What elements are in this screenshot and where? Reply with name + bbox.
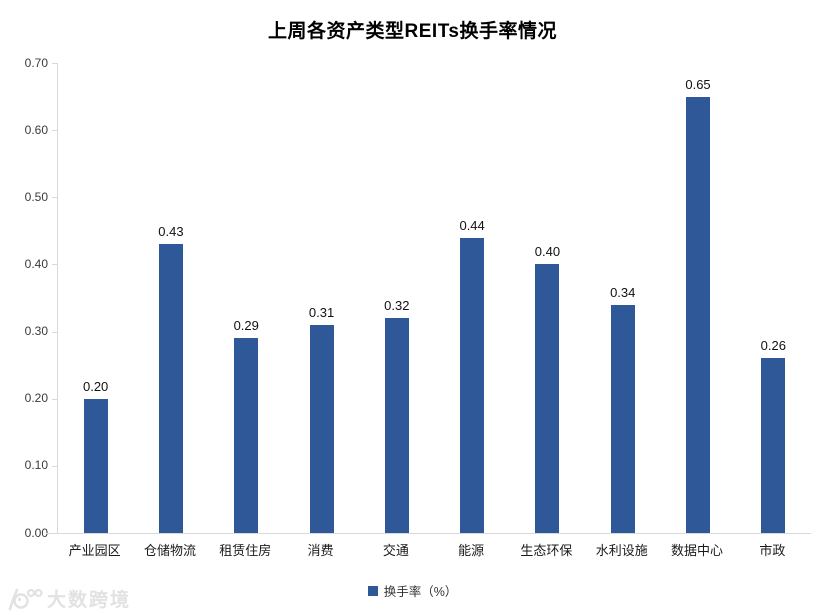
- bar-value-label: 0.26: [760, 338, 786, 354]
- y-axis-tick-label: 0.40: [24, 256, 48, 271]
- bar-value-label: 0.32: [384, 298, 410, 314]
- x-axis-label: 租赁住房: [219, 543, 272, 558]
- x-axis-label: 仓储物流: [143, 543, 196, 558]
- y-axis-tick: [52, 331, 57, 333]
- bar: [234, 338, 259, 533]
- bar-value-label: 0.65: [685, 76, 711, 92]
- watermark-text: 大数跨境: [47, 590, 132, 611]
- x-axis-label: 市政: [759, 543, 786, 558]
- y-axis-tick-label: 0.10: [24, 458, 48, 473]
- bar-slot: 0.65: [660, 63, 735, 533]
- bar-slot: 0.20: [58, 63, 133, 533]
- x-axis: 产业园区 仓储物流 租赁住房 消费 交通 能源 生态环保 水利设施 数据中心 市政: [57, 540, 810, 559]
- bar-slot: 0.43: [133, 63, 208, 533]
- bar-value-label: 0.44: [459, 217, 485, 233]
- bar-value-label: 0.20: [82, 378, 109, 394]
- x-axis-label: 水利设施: [595, 543, 648, 558]
- y-axis-tick-label: 0.50: [24, 189, 48, 204]
- bar-slot: 0.34: [585, 63, 660, 533]
- x-axis-label: 交通: [382, 543, 409, 558]
- y-axis-tick: [52, 465, 57, 467]
- x-axis-label: 数据中心: [671, 543, 724, 558]
- bar-value-label: 0.40: [534, 244, 561, 260]
- watermark-logo-icon: [8, 588, 43, 610]
- bar-slot: 0.26: [736, 63, 811, 533]
- bar-slot: 0.40: [510, 63, 585, 533]
- bar: [610, 304, 635, 533]
- x-axis-label: 消费: [307, 543, 334, 558]
- legend: 换手率（%）: [0, 581, 825, 600]
- y-axis-tick: [52, 63, 57, 64]
- bar-slot: 0.44: [434, 63, 509, 533]
- y-axis-tick-label: 0.70: [24, 55, 48, 70]
- y-axis-tick: [52, 197, 57, 199]
- bar: [309, 324, 334, 533]
- bar-value-label: 0.31: [308, 304, 335, 320]
- y-axis-tick-label: 0.30: [24, 324, 48, 339]
- plot-area: 0.20 0.43 0.29 0.31 0.32 0.44 0.40 0.34 0.65 0.26: [57, 63, 811, 534]
- y-axis-tick-label: 0.60: [24, 122, 48, 137]
- bar-slot: 0.31: [284, 63, 359, 533]
- bar: [761, 358, 786, 533]
- bar: [460, 237, 485, 533]
- bar-slot: 0.32: [359, 63, 434, 533]
- bar: [158, 244, 183, 533]
- y-axis-tick: [52, 398, 57, 400]
- bar-value-label: 0.43: [158, 224, 184, 240]
- x-axis-label: 产业园区: [68, 543, 121, 558]
- legend-marker: [367, 585, 378, 596]
- y-axis-tick: [52, 264, 57, 266]
- bar-slot: 0.29: [209, 63, 284, 533]
- chart-title: 上周各资产类型REITs换手率情况: [268, 21, 557, 42]
- bar-value-label: 0.29: [233, 318, 259, 334]
- y-axis-tick-label: 0.20: [24, 391, 48, 406]
- watermark: 大数跨境: [5, 585, 131, 612]
- bar: [686, 96, 711, 533]
- bar: [535, 264, 560, 533]
- legend-label: 换手率（%）: [383, 585, 458, 599]
- x-axis-label: 生态环保: [520, 543, 573, 558]
- x-axis-label: 能源: [458, 543, 485, 558]
- y-axis-tick-label: 0.00: [24, 525, 48, 540]
- bar: [384, 318, 409, 533]
- y-axis-tick: [52, 130, 57, 132]
- y-axis-tick: [46, 533, 57, 534]
- bar-value-label: 0.34: [610, 284, 636, 300]
- bar: [83, 398, 108, 533]
